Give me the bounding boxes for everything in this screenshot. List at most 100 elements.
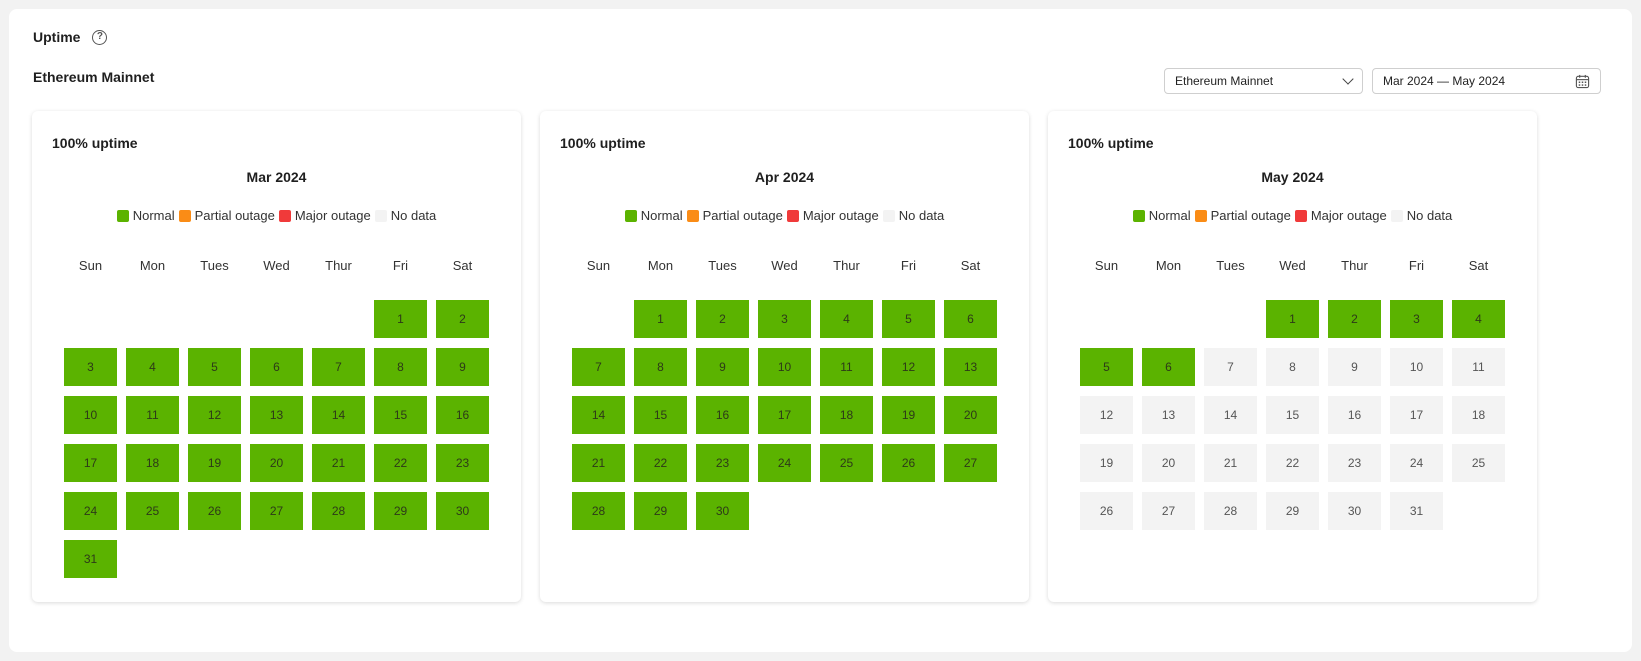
calendar-day[interactable]: 29 xyxy=(634,492,687,530)
calendar-day[interactable]: 6 xyxy=(250,348,303,386)
calendar-day[interactable]: 16 xyxy=(1328,396,1381,434)
calendar-day[interactable]: 20 xyxy=(1142,444,1195,482)
calendar-day[interactable]: 13 xyxy=(1142,396,1195,434)
calendar-day[interactable]: 31 xyxy=(64,540,117,578)
calendar-day[interactable]: 10 xyxy=(758,348,811,386)
calendar-day[interactable]: 21 xyxy=(312,444,365,482)
network-select[interactable]: Ethereum Mainnet xyxy=(1164,68,1363,94)
calendar-day[interactable]: 2 xyxy=(696,300,749,338)
calendar-day[interactable]: 9 xyxy=(696,348,749,386)
weekday-label: Tues xyxy=(200,258,229,273)
calendar-day[interactable]: 8 xyxy=(634,348,687,386)
calendar-day[interactable]: 24 xyxy=(64,492,117,530)
calendar-day[interactable]: 28 xyxy=(312,492,365,530)
calendar-day[interactable]: 11 xyxy=(126,396,179,434)
calendar-day[interactable]: 25 xyxy=(820,444,873,482)
calendar-day[interactable]: 27 xyxy=(1142,492,1195,530)
calendar-day[interactable]: 11 xyxy=(820,348,873,386)
calendar-day[interactable]: 14 xyxy=(1204,396,1257,434)
calendar-day[interactable]: 27 xyxy=(250,492,303,530)
calendar-day[interactable]: 1 xyxy=(634,300,687,338)
calendar-day[interactable]: 5 xyxy=(188,348,241,386)
calendar-day[interactable]: 8 xyxy=(1266,348,1319,386)
calendar-day[interactable]: 17 xyxy=(64,444,117,482)
calendar-day[interactable]: 22 xyxy=(634,444,687,482)
date-range-picker[interactable]: Mar 2024 — May 2024 xyxy=(1372,68,1601,94)
calendar-day[interactable]: 15 xyxy=(374,396,427,434)
calendar-day[interactable]: 25 xyxy=(126,492,179,530)
calendar-day[interactable]: 14 xyxy=(312,396,365,434)
calendar-day[interactable]: 7 xyxy=(572,348,625,386)
calendar-day[interactable]: 14 xyxy=(572,396,625,434)
calendar-day[interactable]: 26 xyxy=(1080,492,1133,530)
calendar-day[interactable]: 3 xyxy=(1390,300,1443,338)
calendar-day[interactable]: 15 xyxy=(634,396,687,434)
calendar-day[interactable]: 24 xyxy=(1390,444,1443,482)
calendar-day[interactable]: 19 xyxy=(882,396,935,434)
calendar-day[interactable]: 13 xyxy=(250,396,303,434)
calendar-day[interactable]: 31 xyxy=(1390,492,1443,530)
calendar-day[interactable]: 17 xyxy=(758,396,811,434)
calendar-day[interactable]: 7 xyxy=(1204,348,1257,386)
calendar-day[interactable]: 19 xyxy=(188,444,241,482)
calendar-day[interactable]: 17 xyxy=(1390,396,1443,434)
calendar-day[interactable]: 5 xyxy=(1080,348,1133,386)
calendar-day[interactable]: 29 xyxy=(1266,492,1319,530)
legend-swatch xyxy=(278,209,291,222)
calendar-day[interactable]: 28 xyxy=(572,492,625,530)
calendar-day[interactable]: 21 xyxy=(1204,444,1257,482)
calendar-day[interactable]: 2 xyxy=(436,300,489,338)
calendar-day[interactable]: 16 xyxy=(436,396,489,434)
calendar-day[interactable]: 28 xyxy=(1204,492,1257,530)
calendar-day[interactable]: 23 xyxy=(696,444,749,482)
calendar-day[interactable]: 10 xyxy=(1390,348,1443,386)
calendar-day[interactable]: 2 xyxy=(1328,300,1381,338)
calendar-day[interactable]: 4 xyxy=(126,348,179,386)
calendar-day[interactable]: 6 xyxy=(944,300,997,338)
calendar-day[interactable]: 18 xyxy=(1452,396,1505,434)
calendar-day[interactable]: 15 xyxy=(1266,396,1319,434)
calendar-day[interactable]: 18 xyxy=(126,444,179,482)
calendar-day[interactable]: 30 xyxy=(436,492,489,530)
calendar-day[interactable]: 24 xyxy=(758,444,811,482)
calendar-day[interactable]: 5 xyxy=(882,300,935,338)
calendar-day[interactable]: 23 xyxy=(1328,444,1381,482)
calendar-day[interactable]: 9 xyxy=(436,348,489,386)
calendar-day[interactable]: 20 xyxy=(250,444,303,482)
calendar-day[interactable]: 29 xyxy=(374,492,427,530)
calendar-day[interactable]: 20 xyxy=(944,396,997,434)
calendar-day[interactable]: 4 xyxy=(1452,300,1505,338)
calendar-day[interactable]: 16 xyxy=(696,396,749,434)
calendar-day[interactable]: 13 xyxy=(944,348,997,386)
calendar-day[interactable]: 11 xyxy=(1452,348,1505,386)
calendar-day[interactable]: 8 xyxy=(374,348,427,386)
calendar-day[interactable]: 21 xyxy=(572,444,625,482)
calendar-day[interactable]: 30 xyxy=(696,492,749,530)
chevron-down-icon xyxy=(1342,73,1354,85)
calendar-day[interactable]: 7 xyxy=(312,348,365,386)
calendar-day[interactable]: 25 xyxy=(1452,444,1505,482)
help-icon[interactable]: ? xyxy=(92,29,108,45)
calendar-day[interactable]: 22 xyxy=(374,444,427,482)
calendar-day[interactable]: 26 xyxy=(188,492,241,530)
calendar-day[interactable]: 30 xyxy=(1328,492,1381,530)
calendar-day[interactable]: 12 xyxy=(882,348,935,386)
calendar-day[interactable]: 23 xyxy=(436,444,489,482)
calendar-day[interactable]: 9 xyxy=(1328,348,1381,386)
calendar-day[interactable]: 22 xyxy=(1266,444,1319,482)
calendar-icon[interactable] xyxy=(1575,74,1590,89)
calendar-day[interactable]: 4 xyxy=(820,300,873,338)
calendar-day[interactable]: 1 xyxy=(1266,300,1319,338)
calendar-day[interactable]: 3 xyxy=(64,348,117,386)
calendar-day[interactable]: 18 xyxy=(820,396,873,434)
calendar-day[interactable]: 12 xyxy=(188,396,241,434)
calendar-day[interactable]: 3 xyxy=(758,300,811,338)
calendar-day[interactable]: 6 xyxy=(1142,348,1195,386)
calendar-day[interactable]: 19 xyxy=(1080,444,1133,482)
calendar-day[interactable]: 10 xyxy=(64,396,117,434)
month-cards: 100% uptime Mar 2024 Normal Partial outage M… xyxy=(32,111,1537,602)
calendar-day[interactable]: 1 xyxy=(374,300,427,338)
calendar-day[interactable]: 27 xyxy=(944,444,997,482)
calendar-day[interactable]: 26 xyxy=(882,444,935,482)
calendar-day[interactable]: 12 xyxy=(1080,396,1133,434)
